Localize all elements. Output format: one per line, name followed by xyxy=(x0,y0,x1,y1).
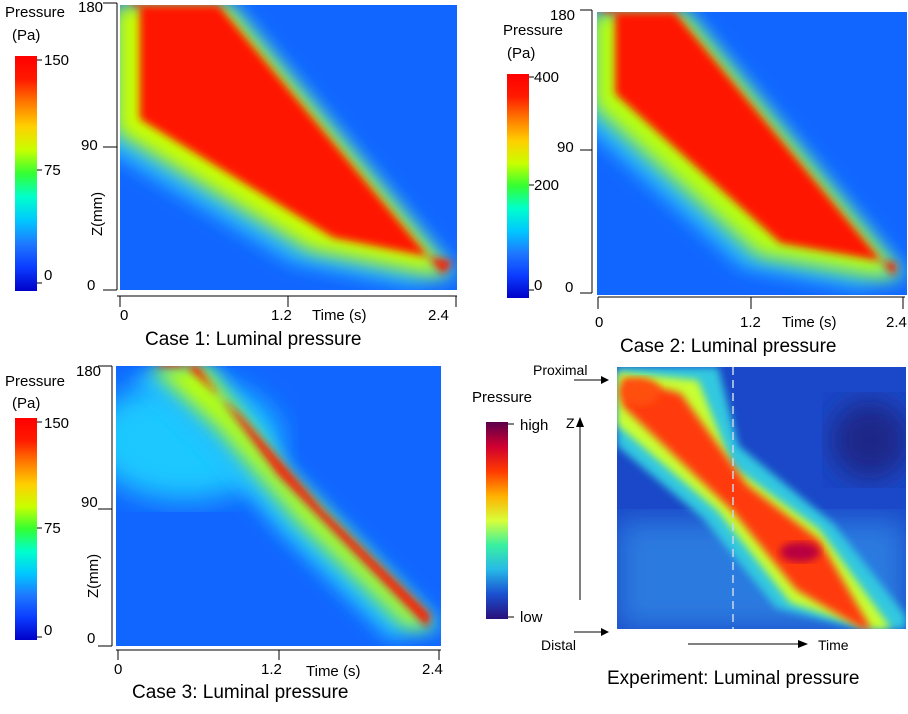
experiment-z-label: Z xyxy=(566,415,575,431)
experiment-colorbar-gradient xyxy=(486,422,508,619)
case2-y-tick-label-90: 90 xyxy=(557,139,574,156)
experiment-time-label: Time xyxy=(818,637,849,653)
case1-axes: 0 90 180 0 1.2 2.4 Time (s) Z(mm) Case 1… xyxy=(78,0,457,350)
case1-colorbar-title-line2: (Pa) xyxy=(12,27,40,44)
case2-x-tick-label-1.2: 1.2 xyxy=(740,314,761,331)
case3-y-axis-label: Z(mm) xyxy=(85,554,102,598)
case2-colorbar-title-line1: Pressure xyxy=(503,22,563,39)
case2-axes: 0 90 180 0 1.2 2.4 Time (s) Case 2: Lumi… xyxy=(550,7,907,357)
case1-peak-band xyxy=(131,5,453,275)
case3-title: Case 3: Luminal pressure xyxy=(132,682,349,703)
experiment-proximal-spot xyxy=(620,378,660,406)
case1-x-tick-label-2.4: 2.4 xyxy=(428,307,449,324)
case1-y-axis-label: Z(mm) xyxy=(89,192,106,236)
case3-x-tick-label-2.4: 2.4 xyxy=(422,661,443,678)
case3-colorbar-gradient xyxy=(15,418,37,640)
case1-y-tick-label-90: 90 xyxy=(81,137,98,154)
case2-x-axis-label: Time (s) xyxy=(782,314,836,331)
case2-title: Case 2: Luminal pressure xyxy=(620,336,837,357)
experiment-axes: Proximal Distal Z Time Experiment: Lumin… xyxy=(533,362,859,689)
case1-y-tick-label-180: 180 xyxy=(78,0,103,16)
experiment-colorbar-low-label: low xyxy=(520,609,543,626)
experiment-colorbar-title: Pressure xyxy=(472,389,532,406)
case3-y-tick-label-90: 90 xyxy=(81,494,98,511)
case1-x-tick-label-0: 0 xyxy=(120,307,128,324)
case3-axes: 0 90 180 0 1.2 2.4 Time (s) Z(mm) Case 3… xyxy=(76,363,443,703)
case3-colorbar-min-label: 0 xyxy=(44,622,52,639)
case2-y-tick-label-0: 0 xyxy=(565,279,573,296)
case3-panel: Pressure (Pa) 150 75 0 0 xyxy=(5,363,443,703)
case1-colorbar-max-label: 150 xyxy=(44,52,69,69)
case3-y-tick-label-180: 180 xyxy=(76,363,101,380)
case3-x-tick-label-0: 0 xyxy=(114,661,122,678)
case2-colorbar-min-label: 0 xyxy=(534,277,542,294)
case1-colorbar-min-label: 0 xyxy=(44,267,52,284)
case1-heatmap xyxy=(120,5,457,290)
experiment-distal-label: Distal xyxy=(541,637,576,653)
case2-colorbar-title-line2: (Pa) xyxy=(507,45,535,62)
experiment-colorbar: Pressure high low xyxy=(472,389,548,626)
case2-colorbar-gradient xyxy=(507,74,529,298)
case2-y-tick-label-180: 180 xyxy=(550,7,575,24)
case1-colorbar-title-line1: Pressure xyxy=(5,4,65,21)
experiment-title: Experiment: Luminal pressure xyxy=(607,668,859,689)
case1-title: Case 1: Luminal pressure xyxy=(145,329,362,350)
experiment-distal-arrowhead xyxy=(601,628,609,636)
case2-colorbar: Pressure (Pa) 400 200 0 xyxy=(503,22,563,298)
experiment-panel: Pressure high low Proximal Distal xyxy=(472,362,906,689)
experiment-time-arrowhead xyxy=(798,640,808,648)
case1-y-tick-label-0: 0 xyxy=(87,277,95,294)
case2-x-tick-label-2.4: 2.4 xyxy=(886,314,907,331)
experiment-heatmap xyxy=(617,367,906,629)
case3-x-axis-label: Time (s) xyxy=(306,663,360,680)
experiment-colorbar-high-label: high xyxy=(520,417,548,434)
case1-panel: Pressure (Pa) 150 75 0 0 90 xyxy=(5,0,457,350)
case3-colorbar: Pressure (Pa) 150 75 0 xyxy=(5,373,69,640)
case2-colorbar-mid-label: 200 xyxy=(534,177,559,194)
experiment-proximal-label: Proximal xyxy=(533,362,587,378)
case1-x-tick-label-1.2: 1.2 xyxy=(271,307,292,324)
case3-colorbar-title-line1: Pressure xyxy=(5,373,65,390)
case3-y-tick-label-0: 0 xyxy=(87,630,95,647)
case1-colorbar: Pressure (Pa) 150 75 0 xyxy=(5,4,69,291)
case3-colorbar-mid-label: 75 xyxy=(44,520,61,537)
case3-colorbar-title-line2: (Pa) xyxy=(12,395,40,412)
case3-colorbar-max-label: 150 xyxy=(44,415,69,432)
case2-peak-band xyxy=(599,12,897,277)
case3-x-tick-label-1.2: 1.2 xyxy=(261,661,282,678)
case2-panel: Pressure (Pa) 400 200 0 0 90 xyxy=(503,7,907,357)
case3-heatmap xyxy=(116,366,441,646)
experiment-peak-band xyxy=(622,377,872,629)
case2-heatmap xyxy=(597,12,907,295)
case1-colorbar-gradient xyxy=(15,56,37,291)
case1-x-axis-label: Time (s) xyxy=(312,307,366,324)
case3-peak-band xyxy=(156,366,431,628)
experiment-z-arrowhead xyxy=(576,417,584,427)
experiment-proximal-arrowhead xyxy=(601,376,609,384)
experiment-peak-spot xyxy=(780,542,820,562)
case2-colorbar-max-label: 400 xyxy=(534,69,559,86)
case3-mid-band xyxy=(149,366,435,628)
experiment-dark-region xyxy=(830,400,906,480)
case1-colorbar-mid-label: 75 xyxy=(44,162,61,179)
case2-x-tick-label-0: 0 xyxy=(595,314,603,331)
